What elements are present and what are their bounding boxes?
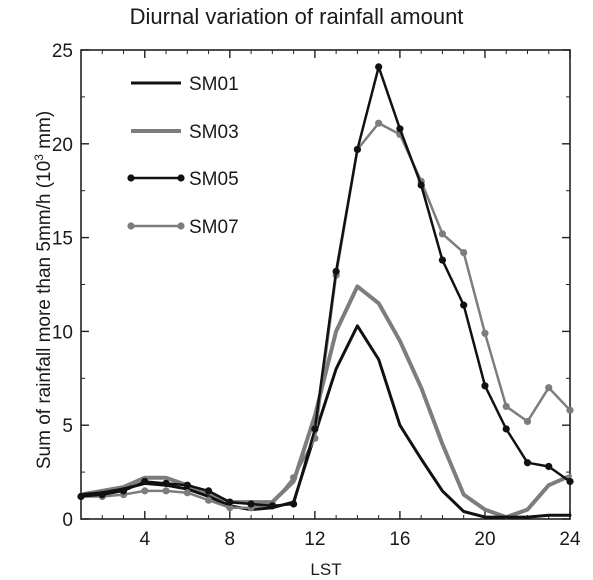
x-tick-label-20: 20 bbox=[474, 529, 495, 550]
y-tick-label-10: 10 bbox=[52, 322, 73, 343]
data-point-sm07 bbox=[141, 487, 149, 495]
data-point-sm07 bbox=[183, 489, 191, 497]
data-point-sm05 bbox=[502, 425, 510, 433]
y-tick-label-5: 5 bbox=[62, 416, 73, 437]
data-point-sm05 bbox=[566, 477, 574, 486]
chart-title: Diurnal variation of rainfall amount bbox=[129, 4, 464, 29]
data-point-sm05 bbox=[545, 462, 553, 471]
legend-label-sm05: SM05 bbox=[189, 169, 239, 190]
data-point-sm05 bbox=[353, 145, 361, 154]
data-point-sm07 bbox=[290, 474, 298, 482]
y-axis-label: Sum of rainfall more than 5mm/h (103 mm) bbox=[32, 111, 55, 469]
x-tick-label-24: 24 bbox=[559, 529, 581, 550]
y-axis-label-superscript: 3 bbox=[32, 154, 46, 161]
data-point-sm07 bbox=[204, 496, 213, 504]
data-point-sm07 bbox=[545, 384, 553, 392]
data-point-sm05 bbox=[523, 459, 532, 467]
data-point-sm05 bbox=[162, 479, 170, 487]
data-point-sm05 bbox=[77, 492, 85, 501]
data-point-sm05 bbox=[119, 487, 128, 495]
data-point-sm05 bbox=[98, 491, 106, 499]
data-point-sm07 bbox=[460, 249, 468, 257]
y-tick-label-20: 20 bbox=[52, 135, 73, 156]
data-point-sm05 bbox=[268, 502, 276, 510]
data-point-sm07 bbox=[438, 230, 447, 238]
series-line-sm07 bbox=[79, 121, 572, 509]
data-point-sm07 bbox=[523, 417, 532, 426]
data-point-sm05 bbox=[332, 267, 340, 275]
data-point-sm05 bbox=[226, 498, 234, 506]
legend-label-sm03: SM03 bbox=[189, 122, 239, 143]
x-tick-label-16: 16 bbox=[389, 529, 410, 550]
data-point-sm05 bbox=[396, 125, 404, 133]
data-point-sm05 bbox=[311, 425, 319, 433]
x-tick-label-8: 8 bbox=[225, 529, 236, 550]
y-axis-label-unit: mm) bbox=[34, 111, 55, 154]
data-point-sm05 bbox=[438, 256, 447, 264]
x-axis-label: LST bbox=[310, 560, 341, 579]
data-point-sm05 bbox=[375, 63, 383, 71]
y-tick-label-0: 0 bbox=[62, 510, 73, 531]
data-point-sm05 bbox=[460, 301, 468, 309]
data-point-sm05 bbox=[417, 181, 425, 189]
data-point-sm05 bbox=[183, 481, 191, 489]
legend-label-sm01: SM01 bbox=[189, 74, 239, 95]
data-point-sm07 bbox=[162, 487, 170, 495]
data-point-sm07 bbox=[502, 402, 510, 411]
data-point-sm07 bbox=[226, 504, 234, 512]
data-point-sm07 bbox=[481, 329, 489, 337]
data-point-sm07 bbox=[566, 406, 574, 414]
series-line-sm03 bbox=[79, 284, 572, 520]
plot-frame bbox=[80, 49, 571, 520]
y-tick-label-15: 15 bbox=[52, 229, 73, 250]
y-tick-label-25: 25 bbox=[52, 41, 73, 62]
data-point-sm05 bbox=[481, 382, 489, 390]
x-tick-label-4: 4 bbox=[139, 529, 150, 550]
legend-marker-sm07 bbox=[127, 222, 135, 230]
legend-label-sm07: SM07 bbox=[189, 217, 239, 238]
legend-marker-sm05 bbox=[177, 174, 185, 182]
legend-marker-sm05 bbox=[127, 174, 135, 182]
data-point-sm05 bbox=[290, 500, 298, 508]
series-line-sm01 bbox=[79, 324, 572, 519]
y-axis-label-main: Sum of rainfall more than 5mm/h (10 bbox=[34, 161, 55, 469]
data-point-sm05 bbox=[247, 500, 255, 508]
data-point-sm05 bbox=[141, 477, 149, 486]
data-point-sm05 bbox=[204, 487, 213, 495]
legend-marker-sm07 bbox=[177, 222, 185, 230]
data-point-sm07 bbox=[375, 119, 383, 127]
x-tick-label-12: 12 bbox=[304, 529, 325, 550]
